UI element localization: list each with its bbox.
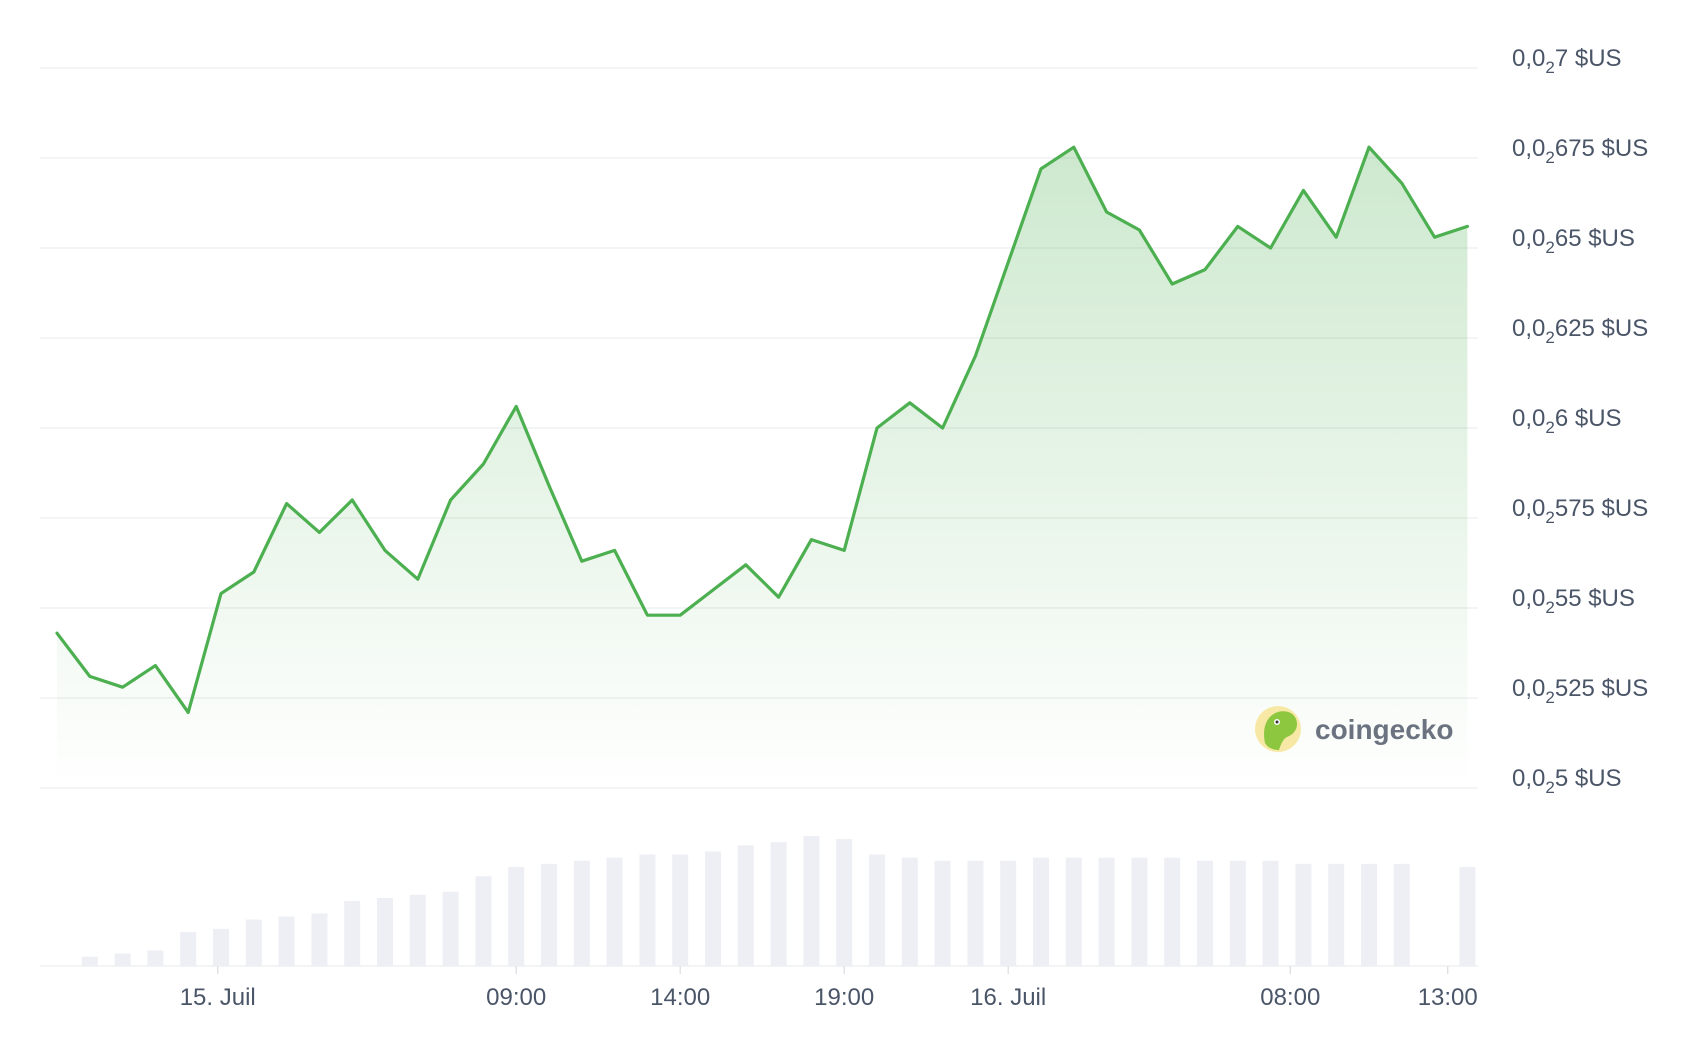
volume-bar bbox=[442, 891, 459, 966]
volume-bar bbox=[836, 839, 853, 966]
volume-bar bbox=[639, 854, 656, 966]
x-tick-label: 09:00 bbox=[486, 984, 546, 1011]
x-tick-label: 08:00 bbox=[1260, 984, 1320, 1011]
y-tick-label: 0,025 $US bbox=[1512, 765, 1622, 797]
volume-bar bbox=[1164, 857, 1181, 966]
y-tick-label: 0,026 $US bbox=[1512, 405, 1622, 437]
volume-bar bbox=[1459, 866, 1476, 966]
y-tick-label: 0,0255 $US bbox=[1512, 585, 1635, 617]
price-area bbox=[57, 147, 1468, 788]
x-tick-label: 16. Juil bbox=[970, 984, 1046, 1011]
coingecko-watermark: coingecko bbox=[1255, 706, 1453, 752]
volume-bar bbox=[311, 913, 328, 966]
y-tick-label: 0,027 $US bbox=[1512, 45, 1622, 77]
volume-bar bbox=[1229, 860, 1246, 966]
price-area-fill bbox=[57, 147, 1468, 788]
volume-bar bbox=[1328, 863, 1345, 966]
volume-bar bbox=[1033, 857, 1049, 966]
volume-bar bbox=[278, 916, 295, 966]
y-axis-labels: 0,027 $US 0,02675 $US 0,0265 $US 0,02625 $U… bbox=[1512, 45, 1648, 797]
y-tick-label: 0,02575 $US bbox=[1512, 495, 1648, 527]
volume-bar bbox=[344, 901, 361, 966]
volume-bar bbox=[114, 953, 131, 966]
x-tick-label: 15. Juil bbox=[180, 984, 256, 1011]
volume-bar bbox=[409, 894, 426, 966]
y-tick-label: 0,02625 $US bbox=[1512, 315, 1648, 347]
y-tick-label: 0,02525 $US bbox=[1512, 675, 1648, 707]
gecko-icon bbox=[1255, 706, 1301, 752]
volume-bar bbox=[245, 919, 262, 966]
volume-bar bbox=[770, 842, 787, 966]
volume-bar bbox=[213, 928, 229, 966]
volume-bar bbox=[475, 876, 492, 966]
volume-bar bbox=[1197, 860, 1213, 966]
watermark-text: coingecko bbox=[1315, 714, 1453, 745]
price-line bbox=[55, 145, 1469, 714]
volume-bar bbox=[1361, 863, 1377, 966]
volume-bar bbox=[803, 836, 820, 966]
volume-bar bbox=[1131, 857, 1148, 966]
volume-bar bbox=[737, 845, 754, 966]
x-axis-labels: 15. Juil 09:00 14:00 19:00 16. Juil 08:00 13:0… bbox=[180, 966, 1478, 1011]
volume-bar bbox=[377, 897, 393, 966]
volume-bar bbox=[541, 863, 557, 966]
volume-bar bbox=[934, 860, 951, 966]
volume-bar bbox=[1393, 863, 1410, 966]
volume-bar bbox=[606, 857, 623, 966]
y-tick-label: 0,02675 $US bbox=[1512, 135, 1648, 167]
volume-bar bbox=[1295, 863, 1312, 966]
volume-bar bbox=[147, 950, 164, 966]
x-tick-label: 14:00 bbox=[650, 984, 710, 1011]
volume-bar bbox=[1000, 860, 1017, 966]
volume-bar bbox=[705, 851, 721, 966]
y-tick-label: 0,0265 $US bbox=[1512, 225, 1635, 257]
volume-bar bbox=[967, 860, 984, 966]
volume-bar bbox=[1262, 860, 1279, 966]
price-line-group bbox=[55, 145, 1469, 714]
volume-bar bbox=[869, 854, 885, 966]
volume-bar bbox=[901, 857, 918, 966]
volume-bar bbox=[1098, 857, 1115, 966]
x-tick-label: 13:00 bbox=[1418, 984, 1478, 1011]
volume-bars bbox=[81, 836, 1476, 966]
volume-bar bbox=[1065, 857, 1082, 966]
volume-bar bbox=[81, 956, 98, 966]
volume-bar bbox=[180, 931, 197, 966]
volume-bar bbox=[573, 860, 590, 966]
volume-bar bbox=[508, 866, 525, 966]
volume-bar bbox=[672, 854, 689, 966]
x-tick-label: 19:00 bbox=[814, 984, 874, 1011]
